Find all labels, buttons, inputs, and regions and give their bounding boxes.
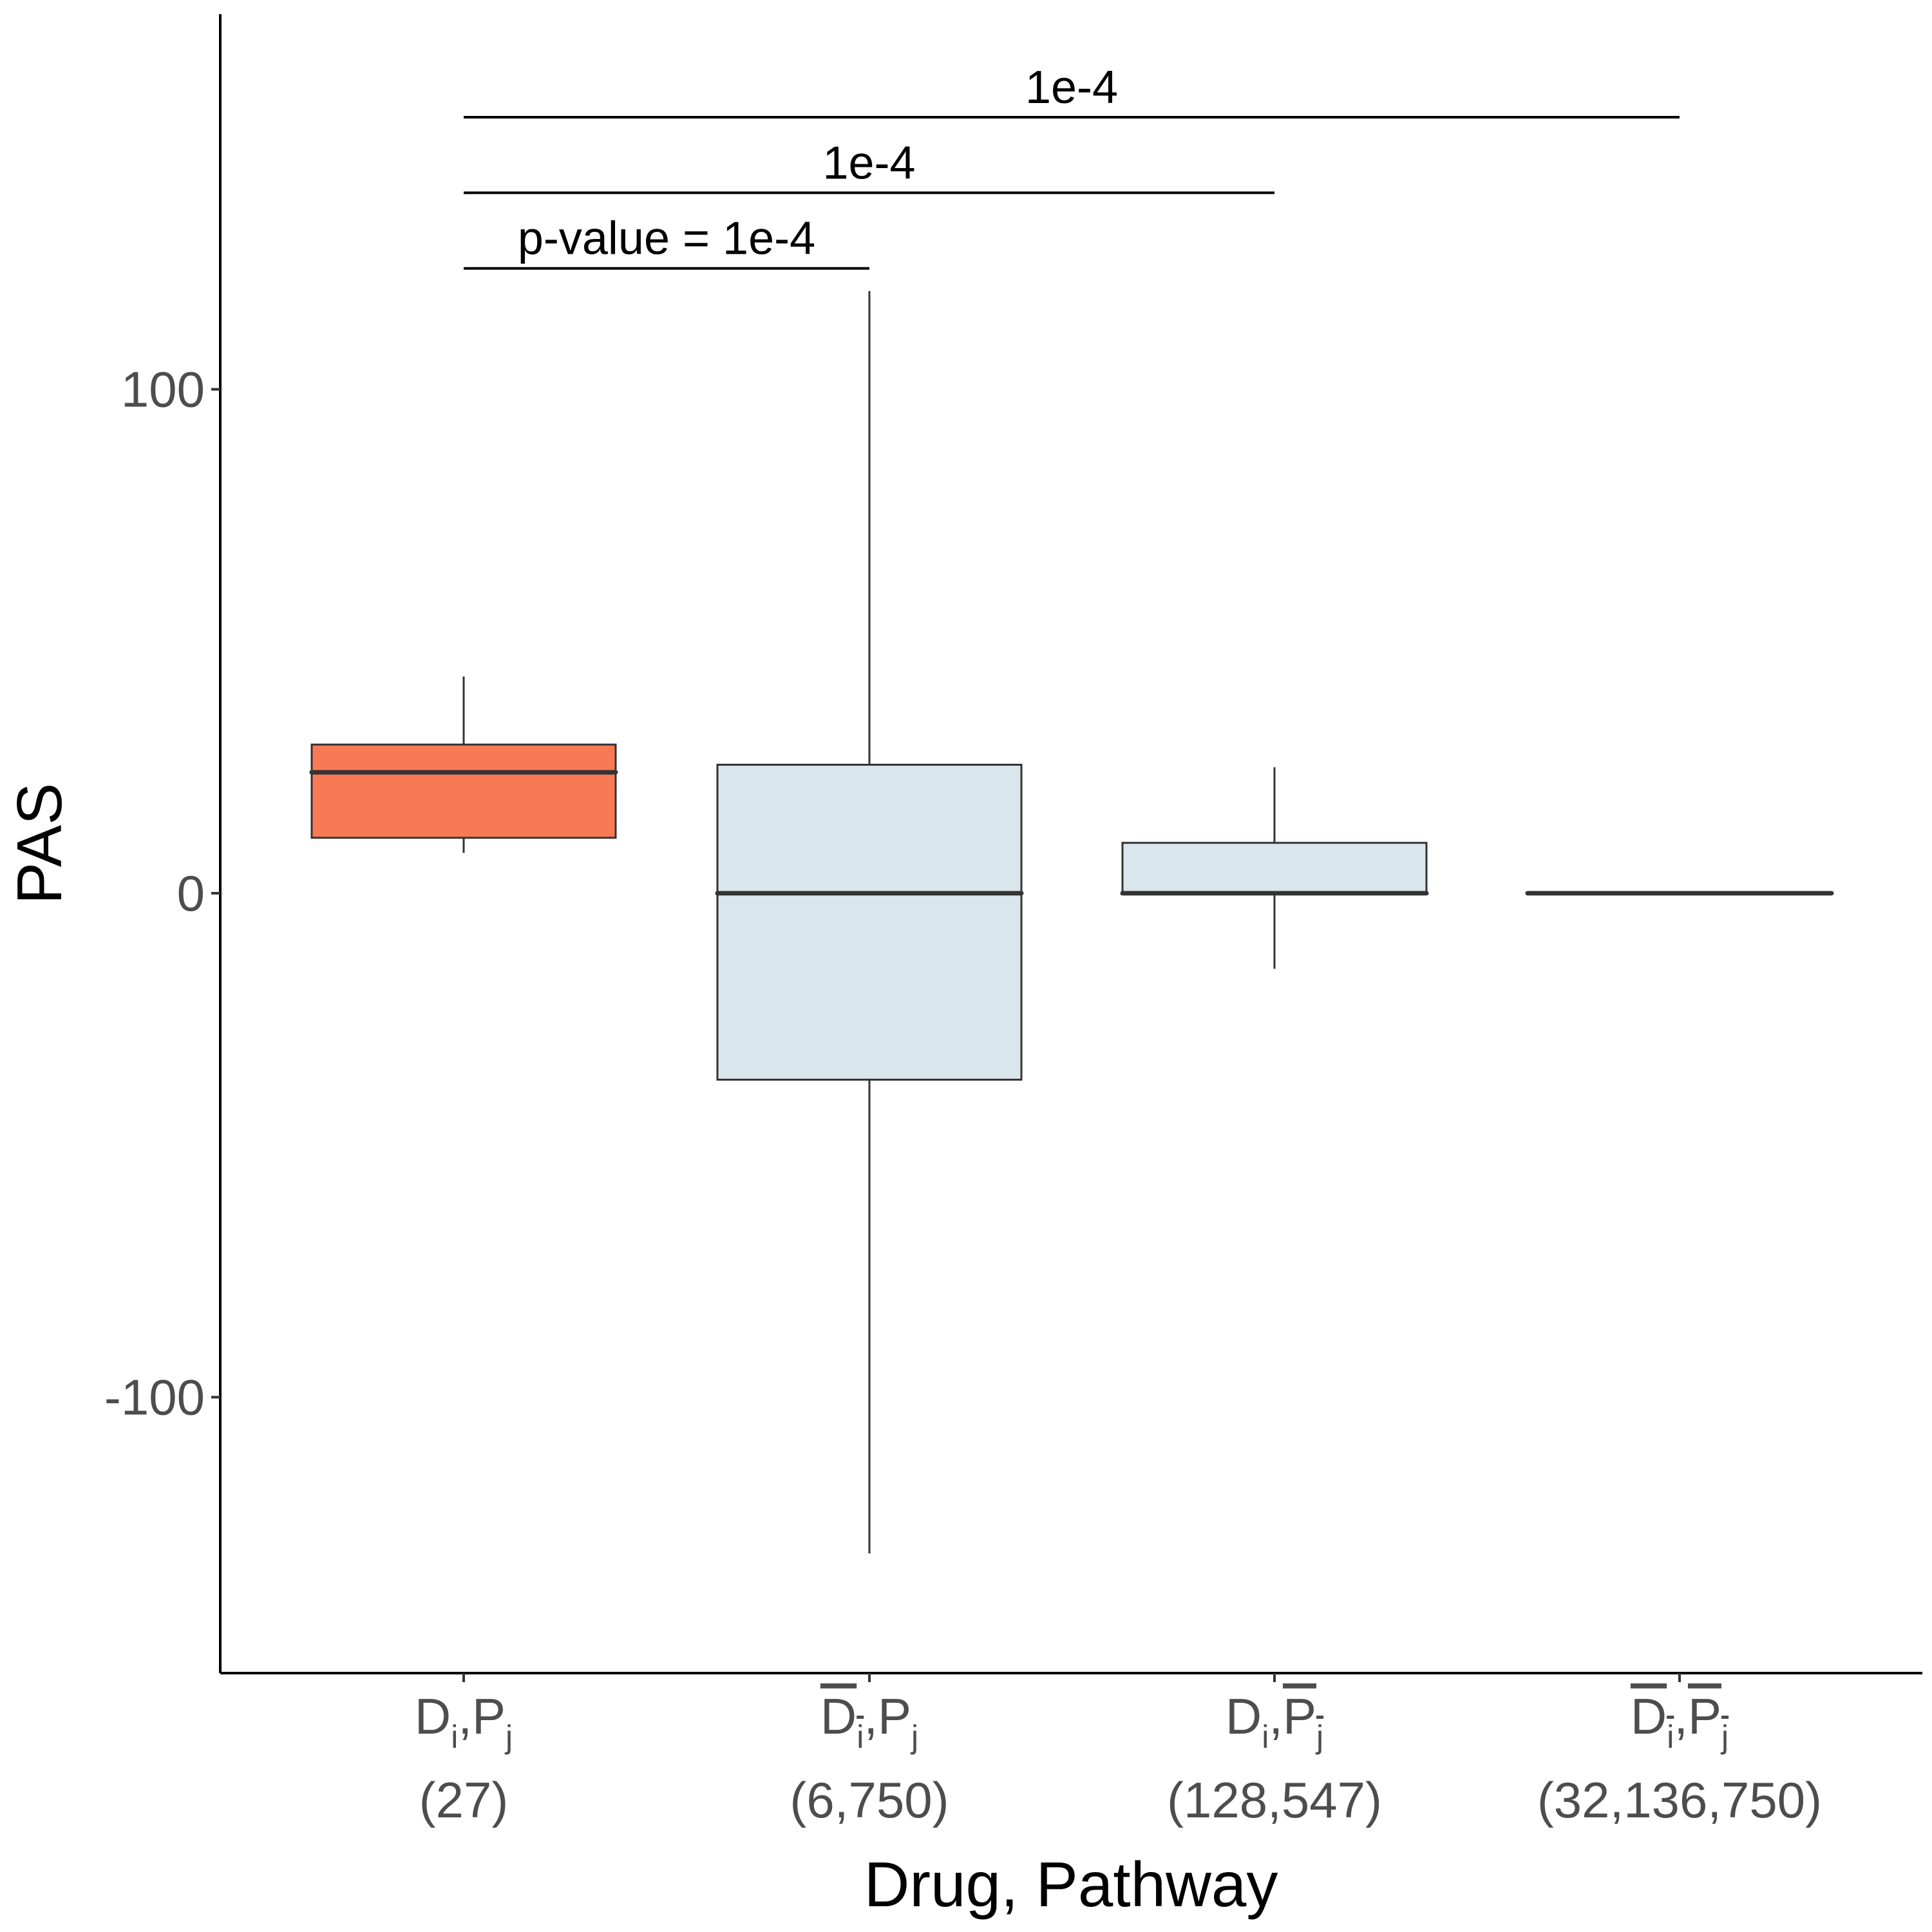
significance-label: p-value = 1e-4	[518, 213, 815, 265]
label-comma: ,	[1269, 1688, 1283, 1745]
x-tick-label: Di,Pj	[415, 1688, 513, 1755]
box-group	[715, 290, 1024, 1554]
x-tick-label: Di,Pj	[1631, 1688, 1728, 1755]
y-ticks: -100 0 100	[104, 361, 220, 1426]
label-pathway: P	[1688, 1688, 1721, 1745]
x-tick-label: Di,Pj	[1226, 1688, 1323, 1755]
label-pathway: P	[472, 1688, 506, 1745]
significance-label: 1e-4	[1025, 62, 1118, 113]
label-drug-sub: i	[451, 1719, 458, 1755]
label-drug-sub: i	[857, 1719, 864, 1755]
label-pathway-sub: j	[504, 1719, 513, 1755]
x-tick-label: Di,Pj	[820, 1688, 918, 1755]
box-iqr	[310, 743, 617, 839]
label-comma: ,	[864, 1688, 878, 1745]
label-drug: D	[1226, 1688, 1262, 1745]
label-pathway-sub: j	[1720, 1719, 1728, 1755]
x-tick-count: (32,136,750)	[1537, 1772, 1822, 1828]
box-iqr	[716, 763, 1023, 1081]
box-iqr	[1121, 842, 1428, 895]
axes-layer	[219, 14, 1922, 1674]
x-tick-count: (6,750)	[790, 1772, 949, 1828]
label-drug-sub: i	[1667, 1719, 1674, 1755]
label-pathway: P	[1283, 1688, 1316, 1745]
label-drug: D	[415, 1688, 451, 1745]
box-group	[309, 676, 618, 853]
x-axis-title: Drug, Pathway	[864, 1849, 1278, 1920]
label-drug: D	[1631, 1688, 1667, 1745]
box-group	[1120, 767, 1429, 969]
significance-label: 1e-4	[822, 137, 915, 189]
label-pathway-sub: j	[910, 1719, 918, 1755]
x-ticks: Di,Pj(27)Di,Pj(6,750)Di,Pj(128,547)Di,Pj…	[415, 1673, 1822, 1828]
y-tick-label: 0	[177, 865, 205, 922]
x-tick-count: (27)	[419, 1772, 509, 1828]
label-drug-sub: i	[1262, 1719, 1269, 1755]
y-tick-label: -100	[104, 1369, 205, 1426]
y-axis-title: PAS	[4, 783, 75, 905]
y-tick-label: 100	[121, 361, 205, 418]
boxes-layer	[309, 290, 1834, 1554]
label-drug: D	[820, 1688, 857, 1745]
significance-layer: p-value = 1e-41e-41e-4	[464, 62, 1680, 270]
label-comma: ,	[458, 1688, 472, 1745]
label-comma: ,	[1674, 1688, 1688, 1745]
label-pathway: P	[878, 1688, 911, 1745]
label-pathway-sub: j	[1315, 1719, 1323, 1755]
x-tick-count: (128,547)	[1167, 1772, 1382, 1828]
